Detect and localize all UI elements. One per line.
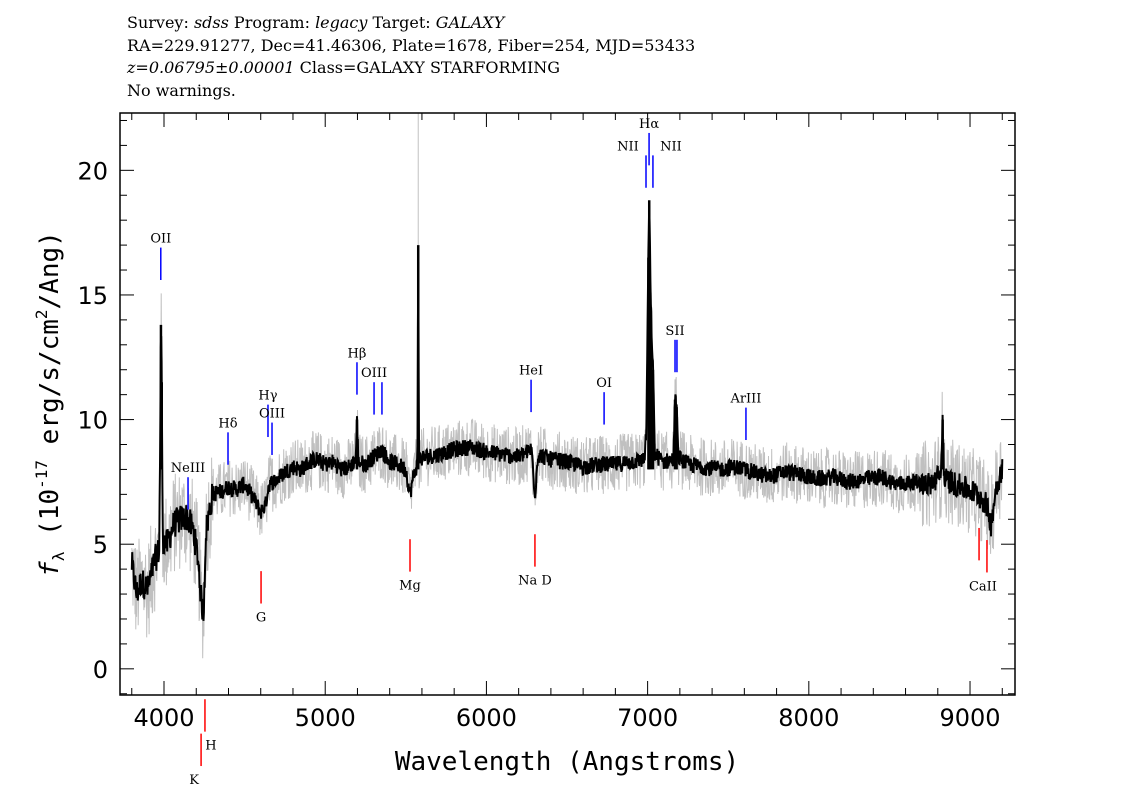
x-tick-label: 7000 [617,704,678,732]
header-line-class: z=0.06795±0.00001 Class=GALAXY STARFORMI… [127,57,695,80]
survey-label: Survey: [127,13,189,32]
line-label: Hγ [258,389,277,404]
line-label: OI [596,376,612,391]
line-label: OIII [361,366,387,381]
x-tick-label: 4000 [133,704,194,732]
target-value: GALAXY [435,13,505,32]
line-label: NII [617,139,639,154]
line-label: OIII [259,407,285,422]
line-label: G [256,611,266,626]
line-label: K [189,773,199,788]
line-label: NII [660,139,682,154]
plot-frame [119,112,1016,696]
x-tick-label: 9000 [939,704,1000,732]
line-label: Hδ [218,416,237,431]
y-tick-label: 10 [77,407,108,435]
flux-trace [130,205,1004,621]
line-label: Na D [518,574,552,589]
x-axis-title: Wavelength (Angstroms) [395,747,739,777]
line-label: SII [665,324,684,339]
line-label: HeI [519,364,543,379]
y-tick-label: 15 [77,282,108,310]
line-label: ArIII [729,392,761,407]
program-label: Program: [233,13,310,32]
line-label: Hβ [348,346,367,361]
x-tick-label: 5000 [295,704,356,732]
class-value: Class=GALAXY STARFORMING [299,58,561,77]
spectrum-traces [130,113,1004,659]
line-label: H [205,739,216,754]
spectrum-header: Survey: sdss Program: legacy Target: GAL… [127,12,695,102]
line-label: Mg [399,579,421,594]
y-tick-label: 20 [77,157,108,185]
header-coordinates: RA=229.91277, Dec=41.46306, Plate=1678, … [127,35,696,55]
header-line-survey: Survey: sdss Program: legacy Target: GAL… [127,12,695,35]
program-value: legacy [315,13,368,32]
x-tick-label: 8000 [778,704,839,732]
line-label: OII [150,232,171,247]
axes: 4000 5000 6000 7000 8000 9000 0 5 10 15 20 [77,113,1015,732]
line-label: NeIII [171,461,205,476]
line-label: Hα [639,117,659,132]
target-label: Target: [372,13,431,32]
redshift-value: z=0.06795±0.00001 [127,58,295,77]
survey-value: sdss [193,13,229,32]
uncertainty-trace [131,207,1003,659]
warnings-text: No warnings. [127,80,236,100]
y-tick-label: 5 [93,531,108,559]
x-tick-label: 6000 [456,704,517,732]
y-tick-label: 0 [93,656,108,684]
line-label: CaII [969,579,997,594]
y-axis-title: fλ (10-17 erg/s/cm2/Ang) [32,231,68,577]
